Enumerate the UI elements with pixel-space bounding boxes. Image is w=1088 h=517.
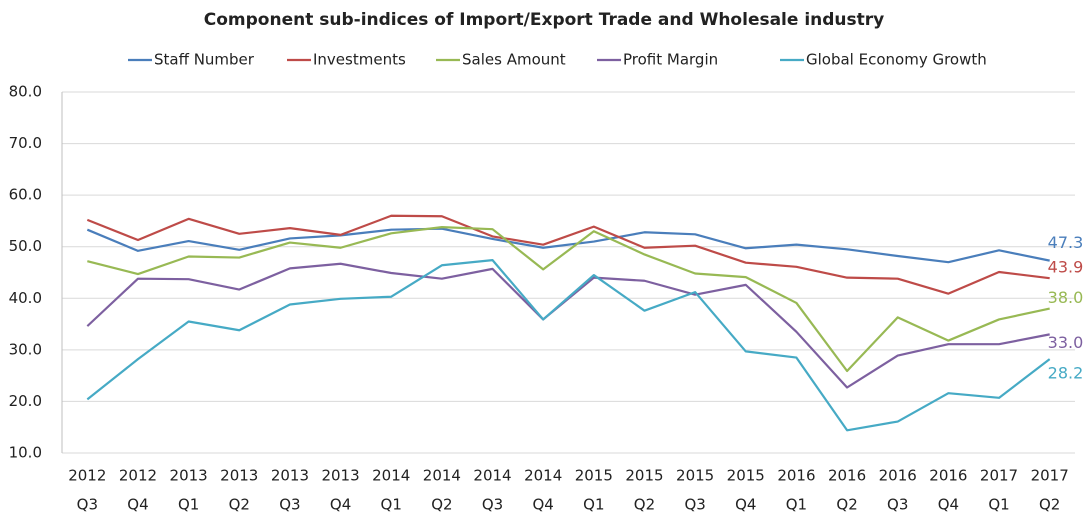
x-tick-label: Q2 — [229, 496, 250, 514]
x-tick-label: 2013 — [170, 467, 208, 485]
x-tick-label: Q2 — [836, 496, 857, 514]
y-tick-label: 70.0 — [9, 134, 42, 152]
y-tick-label: 60.0 — [9, 186, 42, 204]
x-tick-label: 2016 — [828, 467, 866, 485]
x-tick-label: Q1 — [178, 496, 199, 514]
x-tick-label: Q2 — [431, 496, 452, 514]
x-tick-label: 2012 — [68, 467, 106, 485]
x-tick-label: Q1 — [786, 496, 807, 514]
value-label: 38.0 — [1048, 288, 1084, 307]
series-line — [86, 214, 1050, 295]
y-tick-label: 80.0 — [9, 83, 42, 101]
x-tick-label: Q4 — [330, 496, 351, 514]
series-line — [86, 259, 1051, 432]
series-line — [86, 262, 1050, 389]
y-tick-label: 50.0 — [9, 237, 42, 255]
x-tick-label: 2017 — [980, 467, 1018, 485]
x-tick-label: 2016 — [777, 467, 815, 485]
x-tick-label: 2014 — [423, 467, 461, 485]
x-tick-label: Q3 — [887, 496, 908, 514]
y-tick-label: 40.0 — [9, 289, 42, 307]
x-tick-label: Q3 — [684, 496, 705, 514]
x-tick-label: Q2 — [634, 496, 655, 514]
x-tick-label: Q3 — [77, 496, 98, 514]
x-tick-label: 2013 — [220, 467, 258, 485]
x-tick-label: 2014 — [473, 467, 511, 485]
series-line — [86, 227, 1050, 264]
value-label: 33.0 — [1048, 333, 1084, 352]
x-tick-label: Q4 — [735, 496, 756, 514]
x-tick-label: Q4 — [938, 496, 959, 514]
x-tick-label: Q4 — [532, 496, 553, 514]
x-tick-label: 2014 — [372, 467, 410, 485]
legend-label: Global Economy Growth — [806, 51, 987, 69]
y-tick-label: 20.0 — [9, 392, 42, 410]
x-tick-label: 2015 — [575, 467, 613, 485]
x-tick-label: 2017 — [1031, 467, 1069, 485]
x-tick-label: Q1 — [381, 496, 402, 514]
x-tick-label: 2016 — [879, 467, 917, 485]
legend-label: Profit Margin — [623, 51, 718, 69]
value-label: 28.2 — [1048, 364, 1084, 383]
x-tick-label: Q1 — [583, 496, 604, 514]
x-tick-label: 2013 — [321, 467, 359, 485]
x-tick-label: Q3 — [279, 496, 300, 514]
value-label: 47.3 — [1048, 233, 1084, 252]
x-tick-label: 2015 — [625, 467, 663, 485]
x-tick-label: 2015 — [727, 467, 765, 485]
x-tick-label: Q1 — [988, 496, 1009, 514]
legend-label: Sales Amount — [462, 51, 566, 69]
legend-label: Investments — [313, 51, 406, 69]
x-tick-label: 2016 — [929, 467, 967, 485]
value-label: 43.9 — [1048, 258, 1084, 277]
x-tick-label: Q2 — [1039, 496, 1060, 514]
y-tick-label: 10.0 — [9, 444, 42, 462]
x-tick-label: 2015 — [676, 467, 714, 485]
chart-title: Component sub-indices of Import/Export T… — [204, 10, 885, 30]
series-line — [87, 226, 1050, 373]
x-tick-label: 2013 — [271, 467, 309, 485]
x-tick-label: Q3 — [482, 496, 503, 514]
legend-label: Staff Number — [154, 51, 255, 69]
x-tick-label: Q4 — [127, 496, 148, 514]
x-tick-label: 2012 — [119, 467, 157, 485]
x-tick-label: 2014 — [524, 467, 562, 485]
y-tick-label: 30.0 — [9, 340, 42, 358]
